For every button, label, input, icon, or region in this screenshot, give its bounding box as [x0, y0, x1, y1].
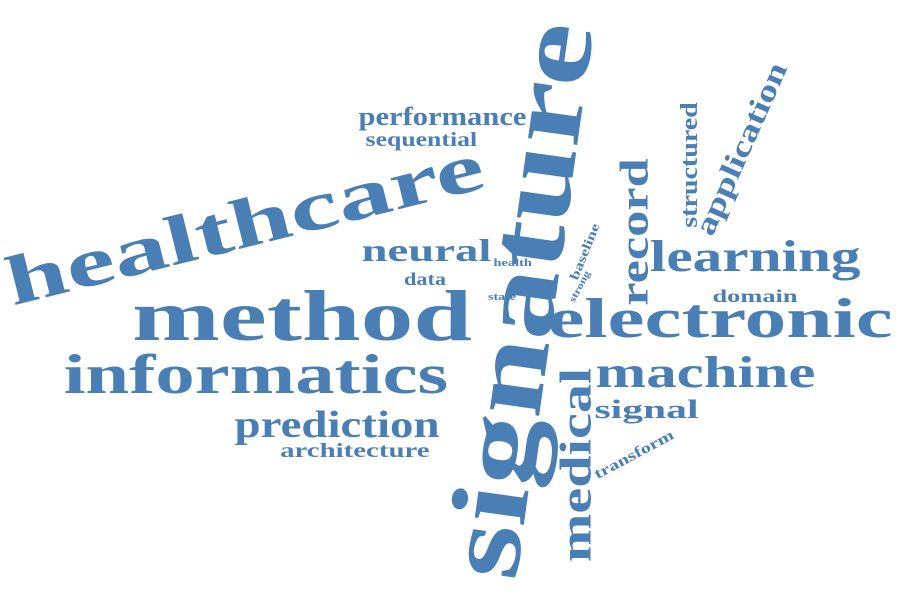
word-medical: medical [550, 367, 600, 563]
word-performance: performance [357, 102, 526, 131]
word-record: record [610, 158, 656, 306]
word-state: state [488, 292, 516, 303]
word-signal: signal [593, 395, 699, 424]
word-application: application [687, 57, 794, 241]
word-neural: neural [361, 232, 491, 268]
word-architecture: architecture [280, 440, 430, 462]
word-learning: learning [649, 232, 861, 281]
word-domain: domain [712, 286, 798, 306]
word-informatics: informatics [63, 344, 449, 406]
word-sequential: sequential [365, 129, 477, 151]
word-machine: machine [594, 348, 815, 397]
word-data: data [404, 269, 447, 289]
word-health: health [492, 256, 532, 269]
word-transform: transform [591, 426, 677, 483]
word-electronic: electronic [547, 288, 893, 350]
word-structured: structured [676, 102, 703, 228]
word-method: method [131, 276, 473, 356]
word-prediction: prediction [234, 404, 440, 446]
